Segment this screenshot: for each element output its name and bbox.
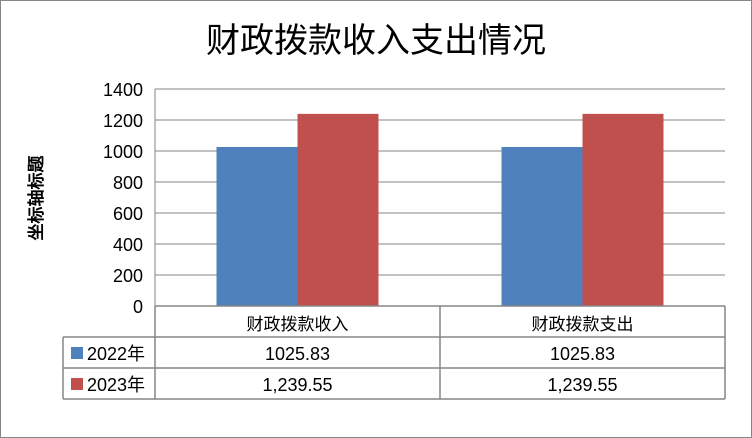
y-tick-label: 400 xyxy=(113,235,143,255)
y-tick-label: 600 xyxy=(113,204,143,224)
y-tick-label: 200 xyxy=(113,266,143,286)
x-category-label: 财政拨款收入 xyxy=(247,315,349,335)
legend-key xyxy=(71,378,83,390)
y-tick-label: 1200 xyxy=(103,111,143,131)
legend-key xyxy=(71,347,83,359)
chart-title: 财政拨款收入支出情况 xyxy=(206,21,546,61)
y-tick-label: 1000 xyxy=(103,142,143,162)
bar xyxy=(582,113,664,306)
y-tick-label: 1400 xyxy=(103,80,143,100)
bar xyxy=(216,146,298,306)
table-cell-value: 1025.83 xyxy=(265,344,330,364)
legend-label: 2022年 xyxy=(87,344,145,364)
bar xyxy=(501,146,583,306)
table-cell-value: 1,239.55 xyxy=(262,375,332,395)
legend-label: 2023年 xyxy=(87,375,145,395)
table-cell-value: 1025.83 xyxy=(550,344,615,364)
table-cell-value: 1,239.55 xyxy=(547,375,617,395)
x-category-label: 财政拨款支出 xyxy=(532,315,634,335)
y-tick-label: 800 xyxy=(113,173,143,193)
y-tick-label: 0 xyxy=(133,297,143,317)
y-axis-title: 坐标轴标题 xyxy=(26,155,47,241)
bar xyxy=(297,113,379,306)
